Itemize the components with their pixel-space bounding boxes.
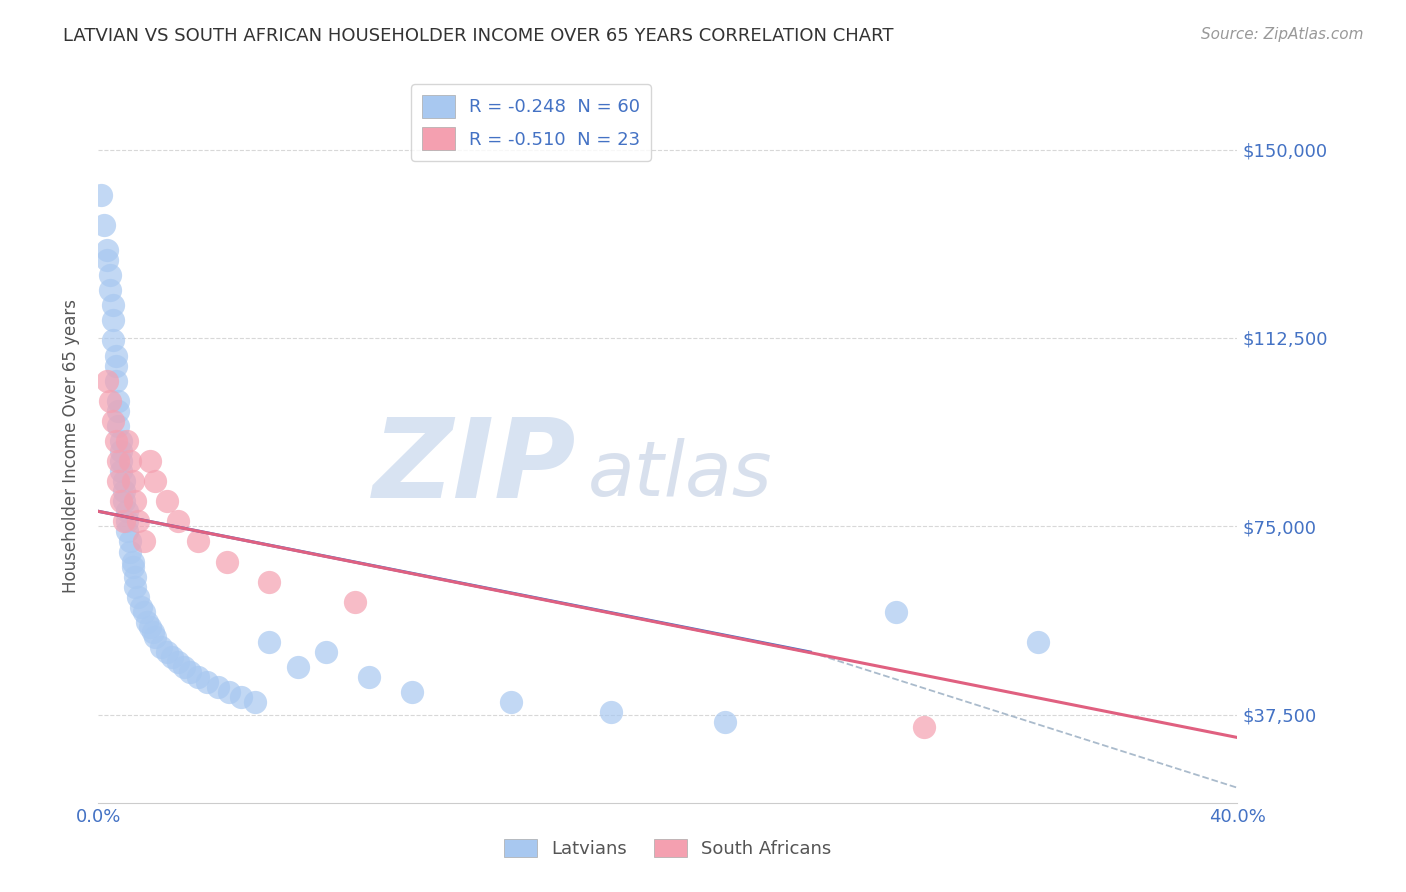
Text: atlas: atlas — [588, 438, 773, 511]
Point — [104, 434, 127, 448]
Point — [110, 464, 132, 478]
Point — [112, 484, 135, 499]
Point — [243, 695, 266, 709]
Point — [115, 515, 138, 529]
Point — [150, 640, 173, 654]
Point — [600, 706, 623, 720]
Point — [101, 334, 124, 348]
Point — [118, 544, 141, 558]
Point — [138, 454, 160, 468]
Point — [912, 720, 935, 734]
Point — [124, 580, 146, 594]
Point — [107, 474, 129, 488]
Point — [501, 695, 523, 709]
Point — [96, 374, 118, 388]
Point — [101, 414, 124, 428]
Point — [98, 393, 121, 408]
Point — [101, 313, 124, 327]
Point — [110, 434, 132, 448]
Point — [107, 418, 129, 433]
Point — [127, 515, 149, 529]
Point — [162, 650, 184, 665]
Point — [714, 715, 737, 730]
Point — [124, 494, 146, 508]
Point — [229, 690, 252, 705]
Point — [104, 359, 127, 373]
Point — [167, 515, 190, 529]
Point — [1026, 635, 1049, 649]
Point — [259, 635, 281, 649]
Point — [93, 218, 115, 232]
Point — [145, 630, 167, 644]
Point — [187, 670, 209, 684]
Text: Source: ZipAtlas.com: Source: ZipAtlas.com — [1201, 27, 1364, 42]
Point — [884, 605, 907, 619]
Point — [98, 283, 121, 297]
Point — [96, 253, 118, 268]
Point — [167, 655, 190, 669]
Point — [101, 298, 124, 312]
Point — [121, 559, 143, 574]
Point — [207, 680, 229, 694]
Point — [112, 474, 135, 488]
Point — [156, 645, 179, 659]
Point — [115, 524, 138, 539]
Point — [118, 534, 141, 549]
Point — [127, 590, 149, 604]
Point — [401, 685, 423, 699]
Text: LATVIAN VS SOUTH AFRICAN HOUSEHOLDER INCOME OVER 65 YEARS CORRELATION CHART: LATVIAN VS SOUTH AFRICAN HOUSEHOLDER INC… — [63, 27, 894, 45]
Point — [107, 404, 129, 418]
Point — [118, 454, 141, 468]
Point — [195, 675, 218, 690]
Point — [132, 605, 155, 619]
Point — [90, 187, 112, 202]
Point — [135, 615, 157, 629]
Point — [287, 660, 309, 674]
Point — [121, 555, 143, 569]
Point — [218, 685, 240, 699]
Point — [96, 243, 118, 257]
Text: ZIP: ZIP — [373, 414, 576, 521]
Point — [187, 534, 209, 549]
Point — [107, 454, 129, 468]
Point — [98, 268, 121, 282]
Point — [107, 393, 129, 408]
Point — [179, 665, 201, 680]
Point — [110, 494, 132, 508]
Point — [110, 454, 132, 468]
Point — [115, 434, 138, 448]
Y-axis label: Householder Income Over 65 years: Householder Income Over 65 years — [62, 299, 80, 593]
Point — [132, 534, 155, 549]
Point — [104, 349, 127, 363]
Point — [129, 599, 152, 614]
Point — [357, 670, 380, 684]
Point — [141, 624, 163, 639]
Point — [124, 569, 146, 583]
Point — [138, 620, 160, 634]
Point — [104, 374, 127, 388]
Point — [115, 504, 138, 518]
Point — [173, 660, 195, 674]
Point — [112, 494, 135, 508]
Point — [259, 574, 281, 589]
Point — [343, 595, 366, 609]
Point — [112, 515, 135, 529]
Point — [121, 474, 143, 488]
Point — [315, 645, 337, 659]
Legend: Latvians, South Africans: Latvians, South Africans — [498, 831, 838, 865]
Point — [110, 444, 132, 458]
Point — [156, 494, 179, 508]
Point — [215, 555, 238, 569]
Point — [145, 474, 167, 488]
